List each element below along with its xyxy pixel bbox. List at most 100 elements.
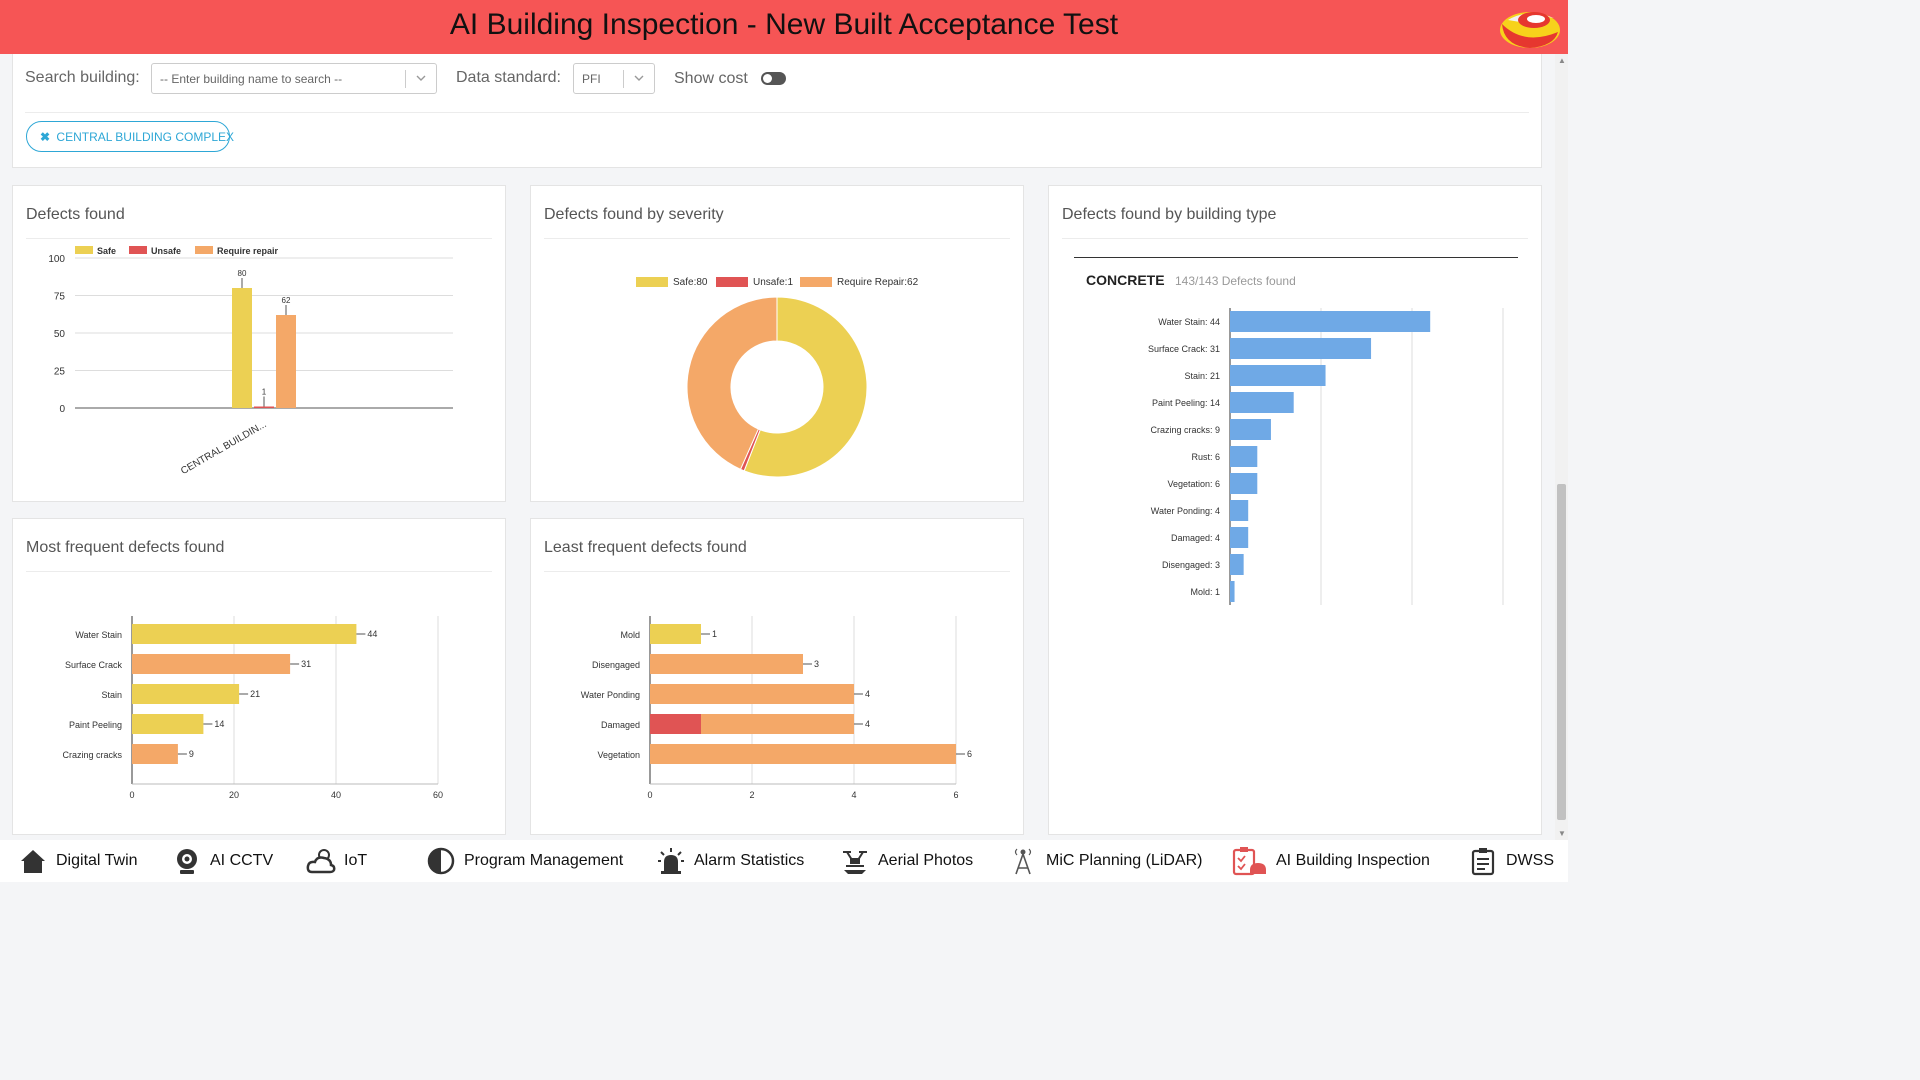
most-frequent-chart: 0 20 40 60 44 Water Stain 31 Surface Crack 21 Sta…: [62, 616, 443, 800]
select-divider: [405, 70, 406, 88]
x-tick-label: 6: [953, 790, 958, 800]
nav-label: Program Management: [464, 852, 624, 869]
bar-repair: [650, 654, 803, 674]
scroll-up-icon[interactable]: ▲: [1558, 56, 1566, 65]
remove-chip-icon[interactable]: ✖: [40, 130, 51, 144]
bar: [1230, 500, 1249, 521]
bar-unsafe: [650, 714, 701, 734]
y-tick-label: 100: [48, 254, 65, 265]
building-type-name: CONCRETE: [1086, 272, 1165, 288]
show-cost-toggle[interactable]: [761, 72, 786, 85]
bar: [1230, 446, 1258, 467]
nav-label: Digital Twin: [56, 852, 138, 869]
bar-safe: [132, 684, 240, 704]
card-divider: [544, 238, 1010, 239]
nav-program-management[interactable]: Program Management: [426, 840, 623, 882]
type-rule: [1074, 257, 1518, 258]
building-search-placeholder: -- Enter building name to search --: [160, 72, 343, 86]
nav-mic-planning[interactable]: MiC Planning (LiDAR): [1008, 840, 1203, 882]
nav-dwss[interactable]: DWSS: [1468, 840, 1554, 882]
card-title: Defects found by severity: [544, 206, 724, 223]
legend-swatch: [716, 277, 748, 287]
nav-alarm-statistics[interactable]: Alarm Statistics: [656, 840, 804, 882]
legend-swatch: [75, 246, 93, 254]
data-label: 31: [301, 659, 311, 669]
nav-digital-twin[interactable]: Digital Twin: [18, 840, 138, 882]
bar-unsafe: [254, 406, 274, 408]
data-label: 1: [262, 388, 267, 397]
data-label: 80: [238, 269, 247, 278]
y-tick-label: Crazing cracks: 9: [1150, 425, 1220, 435]
bar-safe: [132, 714, 204, 734]
y-tick-label: 50: [54, 329, 66, 340]
y-tick-label: Damaged: 4: [1171, 533, 1220, 543]
bar-safe: [232, 288, 252, 408]
page-title: AI Building Inspection - New Built Accep…: [449, 8, 1119, 41]
legend-label: Unsafe:1: [753, 277, 793, 288]
nav-label: MiC Planning (LiDAR): [1046, 852, 1203, 869]
alarm-light-icon: [658, 848, 684, 874]
y-tick-label: Water Ponding: [581, 690, 640, 700]
clipboard-icon: [1471, 848, 1495, 876]
y-tick-label: 25: [54, 367, 66, 378]
card-title: Defects found by building type: [1062, 206, 1277, 223]
y-tick-label: Mold: 1: [1190, 587, 1220, 597]
bar-safe: [650, 624, 701, 644]
y-tick-label: Disengaged: [592, 660, 640, 670]
defects-found-card: Defects found 0 25 50 75 100 Safe Unsafe Requir…: [12, 185, 506, 502]
bar: [1230, 311, 1431, 332]
nav-aerial-photos[interactable]: Aerial Photos: [840, 840, 973, 882]
clipboard-inspection-icon: [1232, 847, 1266, 876]
legend-label: Require Repair:62: [837, 277, 919, 288]
search-building-label: Search building:: [25, 69, 140, 86]
scrollbar-thumb[interactable]: [1557, 484, 1566, 820]
legend-swatch: [636, 277, 668, 287]
data-label: 1: [712, 629, 717, 639]
building-type-chart: Water Stain: 44 Surface Crack: 31 Stain: 2…: [1148, 308, 1504, 605]
page-scrollbar[interactable]: ▲ ▼: [1555, 54, 1568, 840]
chevron-down-icon[interactable]: [633, 72, 645, 84]
bar: [1230, 392, 1294, 413]
donut-slice: [686, 296, 778, 470]
half-circle-icon: [427, 847, 455, 875]
legend-swatch: [195, 246, 213, 254]
x-tick-label: 0: [129, 790, 134, 800]
severity-donut-chart: Safe:80 Unsafe:1 Require Repair:62: [636, 277, 919, 478]
bar-repair: [650, 684, 854, 704]
nav-label: Alarm Statistics: [694, 852, 805, 869]
bar-repair: [132, 654, 291, 674]
nav-label: DWSS: [1506, 852, 1554, 869]
chevron-down-icon[interactable]: [415, 72, 427, 84]
building-filter-chip[interactable]: ✖ CENTRAL BUILDING COMPLEX: [26, 121, 234, 152]
y-tick-label: Damaged: [601, 720, 640, 730]
bar: [1230, 527, 1249, 548]
nav-ai-building-inspection[interactable]: AI Building Inspection: [1232, 840, 1430, 882]
card-divider: [26, 238, 492, 239]
x-tick-label: 4: [851, 790, 856, 800]
drone-icon: [843, 851, 867, 874]
data-standard-label: Data standard:: [456, 69, 561, 86]
scroll-down-icon[interactable]: ▼: [1558, 829, 1566, 838]
y-tick-label: Paint Peeling: 14: [1152, 398, 1220, 408]
cloud-sun-icon: [306, 849, 336, 874]
bar-repair: [132, 744, 178, 764]
building-search-input[interactable]: -- Enter building name to search --: [151, 63, 437, 94]
y-tick-label: Vegetation: [597, 750, 640, 760]
y-tick-label: Stain: [101, 690, 122, 700]
select-divider: [623, 70, 624, 88]
y-tick-label: Rust: 6: [1191, 452, 1220, 462]
donut-slice: [743, 296, 868, 478]
bar-repair: [650, 744, 956, 764]
legend-swatch: [129, 246, 147, 254]
bar-safe: [132, 624, 357, 644]
data-label: 9: [189, 749, 194, 759]
bar: [1230, 365, 1326, 386]
x-tick-label: CENTRAL BUILDIN...: [179, 419, 268, 477]
nav-iot[interactable]: IoT: [306, 840, 367, 882]
data-standard-select[interactable]: PFI: [573, 63, 655, 94]
building-type-summary: 143/143 Defects found: [1175, 274, 1296, 288]
nav-ai-cctv[interactable]: AI CCTV: [172, 840, 273, 882]
app-header: AI Building Inspection - New Built Accep…: [0, 0, 1568, 54]
y-tick-label: Mold: [620, 630, 640, 640]
filter-divider: [25, 112, 1529, 113]
